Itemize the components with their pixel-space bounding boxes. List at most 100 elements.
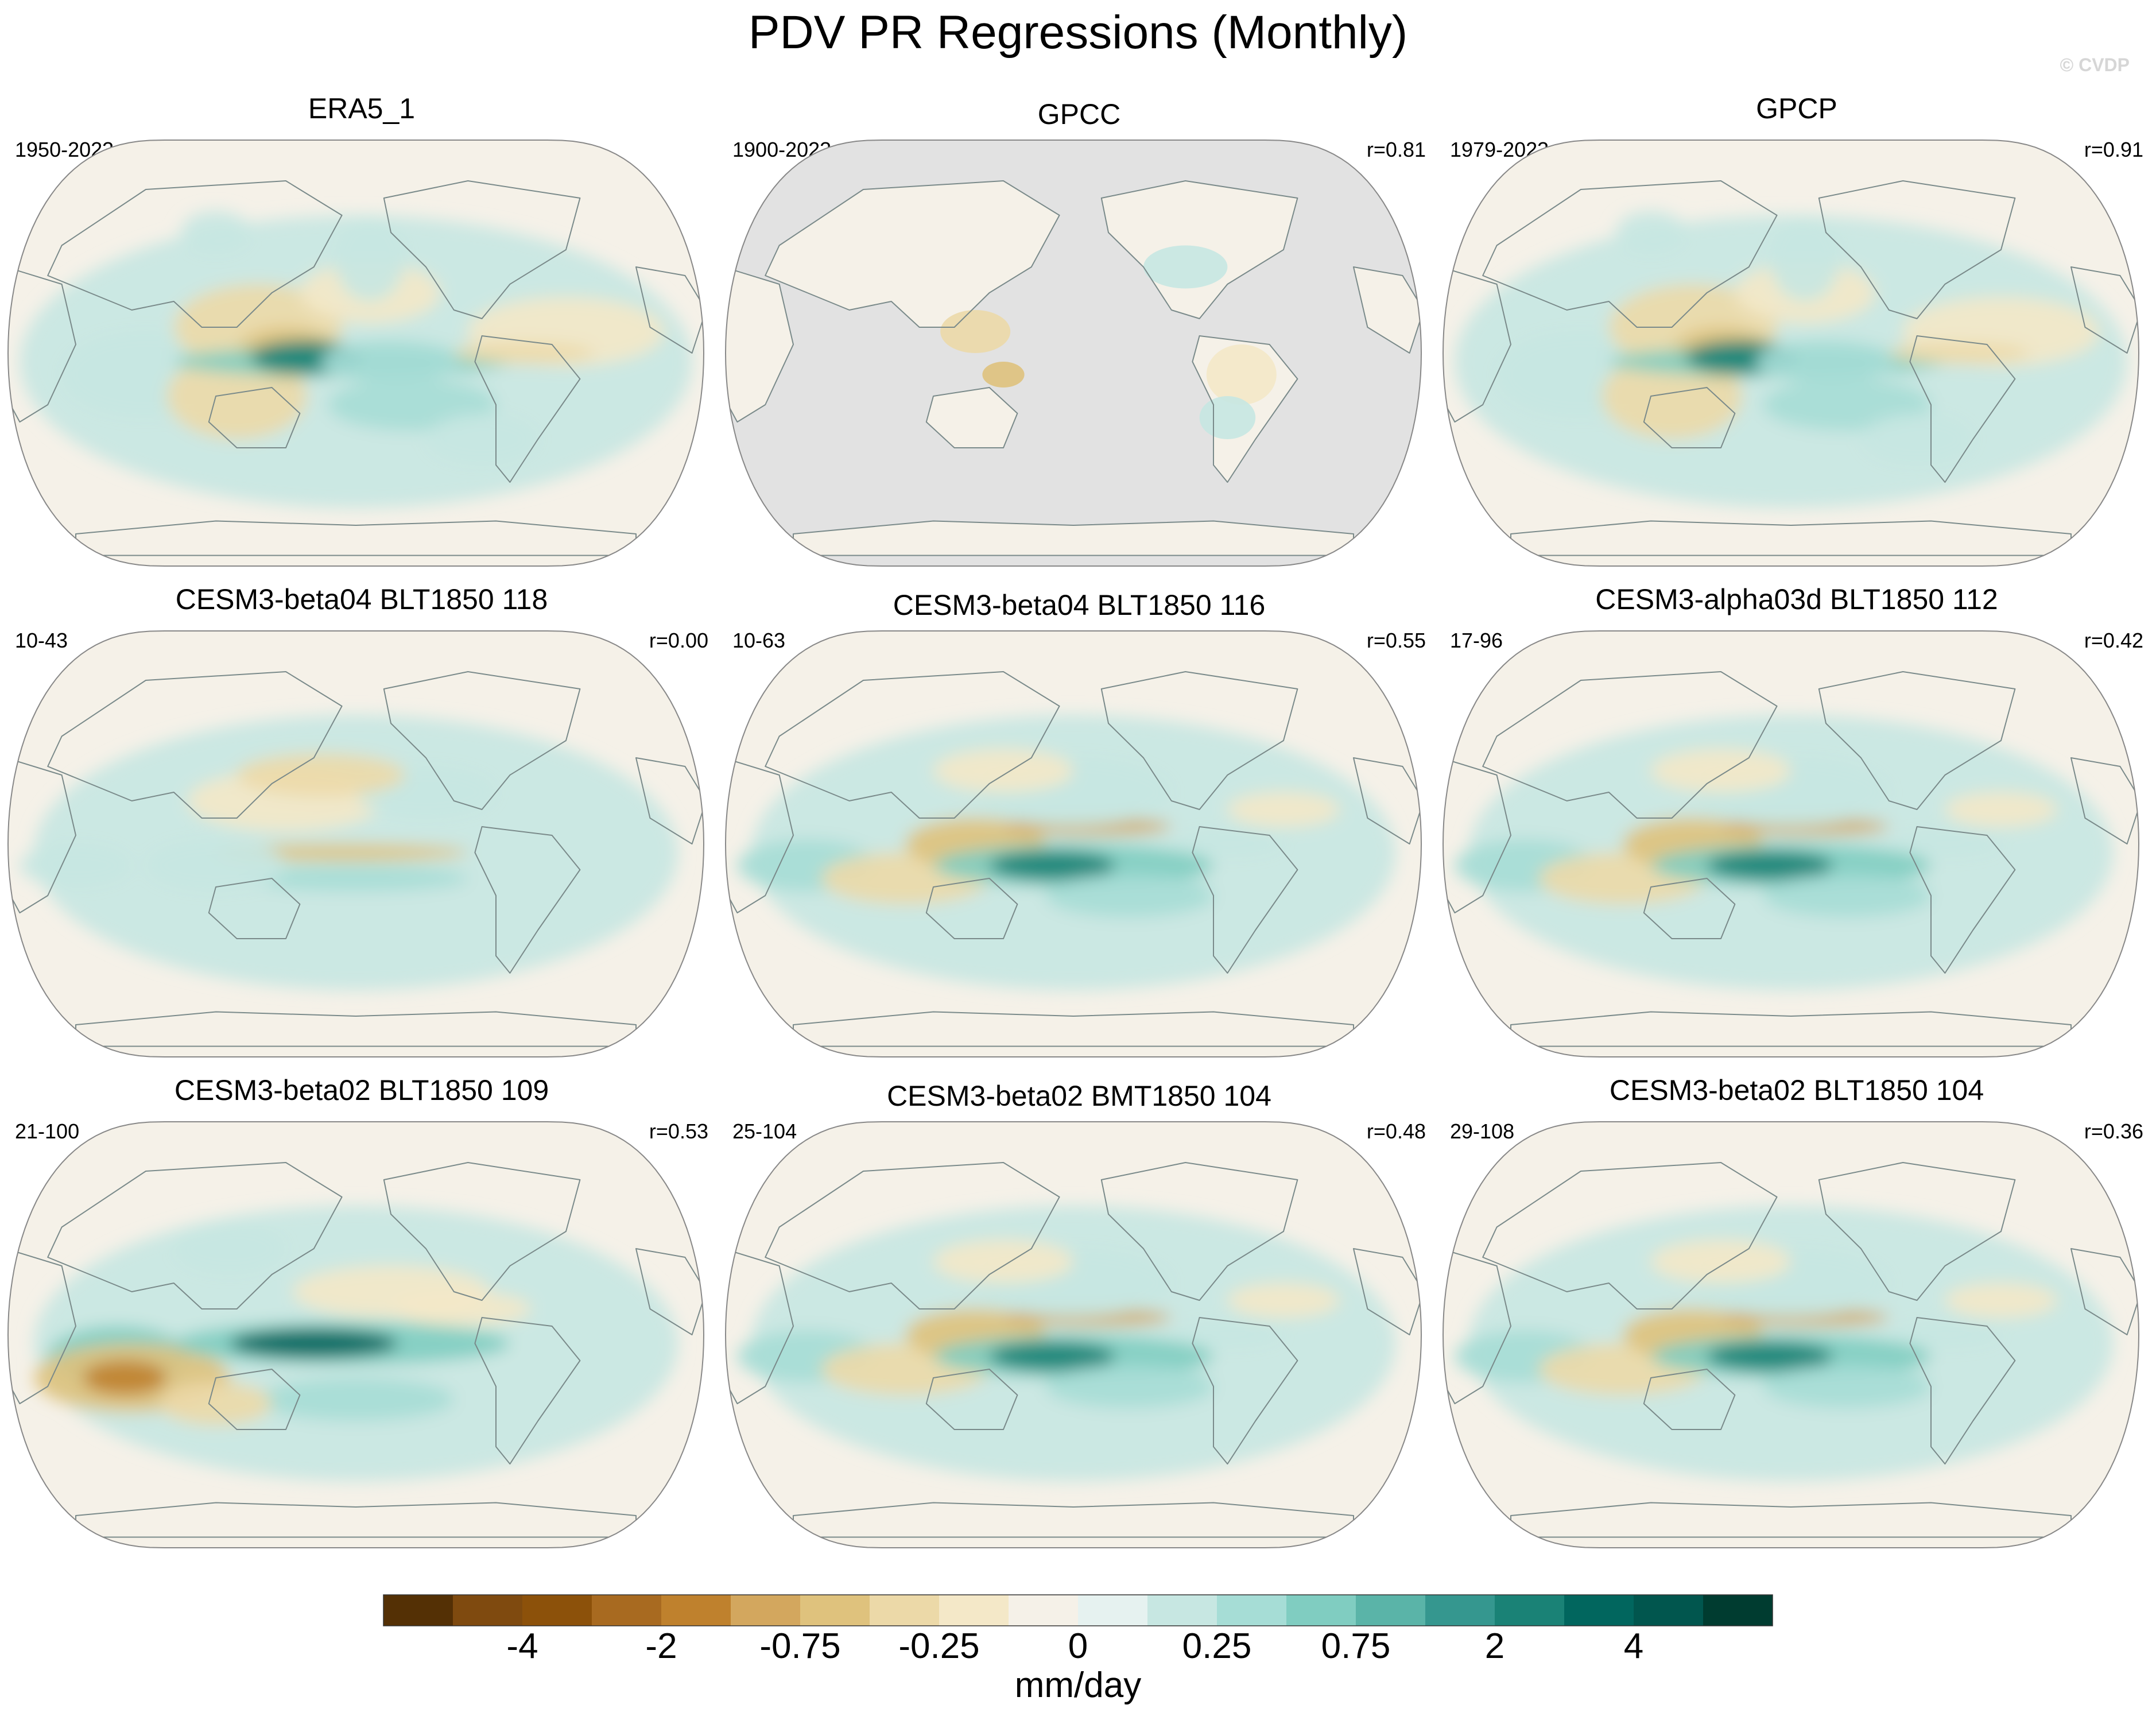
coastline	[474, 335, 581, 483]
anomaly-region	[982, 362, 1025, 388]
coastline	[2070, 266, 2139, 354]
map-outline	[724, 140, 1422, 567]
map-svg	[724, 1121, 1422, 1548]
coastline	[1818, 180, 2016, 319]
coastline	[765, 180, 1060, 328]
map-outline	[1442, 140, 2140, 567]
panel-correlation: r=0.36	[2084, 1119, 2143, 1143]
map-outline	[1442, 630, 2140, 1057]
anomaly-region	[1889, 831, 2001, 857]
colorbar-tick-label: 2	[1484, 1626, 1505, 1666]
colorbar-tick-label: -0.25	[898, 1626, 980, 1666]
colorbar-swatch	[1425, 1595, 1495, 1626]
coastline	[474, 826, 581, 974]
colorbar-swatch	[1634, 1595, 1704, 1626]
anomaly-region	[181, 211, 251, 254]
anomaly-region	[1143, 245, 1228, 289]
map-outline	[7, 1121, 705, 1548]
anomaly-region	[1199, 396, 1256, 439]
coastline	[1909, 335, 2016, 483]
coastline	[726, 266, 794, 423]
colorbar-swatch	[1078, 1595, 1148, 1626]
map-panel: CESM3-beta04 BLT1850 116 10-63 r=0.55	[723, 588, 1435, 1059]
colorbar-swatch	[453, 1595, 523, 1626]
anomaly-region	[1763, 1365, 1931, 1408]
anomaly-region	[1945, 792, 2057, 827]
coastline	[1510, 1011, 2072, 1047]
panel-correlation: r=0.00	[649, 629, 708, 652]
anomaly-region	[933, 1240, 1073, 1283]
coastline	[1100, 1162, 1298, 1301]
panel-correlation: r=0.55	[1366, 629, 1426, 652]
panel-years: 10-63	[732, 629, 786, 652]
anomaly-region	[1616, 211, 1686, 254]
coastline	[383, 180, 581, 319]
anomaly-region	[1171, 831, 1283, 857]
colorbar-swatch	[661, 1595, 731, 1626]
anomaly-region	[321, 340, 461, 383]
anomaly-region	[1171, 1322, 1283, 1348]
coastline	[208, 387, 301, 448]
map-background	[726, 140, 1421, 566]
map-panel: CESM3-beta02 BLT1850 104 29-108 r=0.36	[1441, 1074, 2153, 1550]
coastline	[1909, 826, 2016, 974]
map-outline	[724, 630, 1422, 1057]
panel-title: CESM3-beta02 BLT1850 109	[174, 1074, 549, 1106]
coastline	[793, 520, 1354, 556]
coastline	[1643, 878, 1736, 939]
colorbar-swatch	[383, 1595, 453, 1626]
map-svg	[724, 140, 1422, 567]
coastline	[8, 266, 76, 423]
colorbar-swatch	[939, 1595, 1009, 1626]
map-outline	[7, 140, 705, 567]
coastline	[726, 1248, 794, 1404]
panel-title: GPCC	[1037, 98, 1121, 130]
anomaly-region	[1651, 1240, 1791, 1283]
coastline	[1482, 671, 1778, 819]
coastline	[1443, 1248, 1511, 1404]
anomaly-region	[258, 1378, 454, 1421]
anomaly-region	[989, 850, 1116, 881]
coastline	[383, 1162, 581, 1301]
coastline	[793, 1011, 1354, 1047]
colorbar-tick-label: 4	[1623, 1626, 1644, 1666]
figure-title: PDV PR Regressions (Monthly)	[748, 6, 1408, 59]
coastline	[635, 266, 704, 354]
anomaly-region	[1227, 792, 1340, 827]
colorbar-tick-label: 0	[1068, 1626, 1088, 1666]
anomaly-region	[1756, 340, 1896, 383]
panel-title: ERA5_1	[308, 92, 416, 125]
coastline	[47, 180, 343, 328]
colorbar-swatch	[1564, 1595, 1634, 1626]
colorbar-frame	[383, 1594, 1773, 1626]
map-svg	[1442, 140, 2140, 567]
land-area	[765, 181, 1060, 327]
coastline	[1643, 1369, 1736, 1430]
coastline	[1443, 757, 1511, 913]
colorbar-swatch	[592, 1595, 662, 1626]
map-svg	[7, 1121, 705, 1548]
panel-years: 25-104	[732, 1119, 797, 1143]
watermark: © CVDP	[2060, 55, 2130, 75]
coastline	[1818, 1162, 2016, 1301]
coastline	[75, 520, 637, 556]
anomaly-region	[1770, 215, 1840, 301]
anomaly-region	[1763, 874, 1931, 917]
colorbar-swatch	[731, 1595, 801, 1626]
anomaly-region	[146, 839, 286, 892]
anomaly-region	[1707, 1341, 1833, 1372]
anomaly-region	[230, 1328, 398, 1359]
map-panel: GPCP 1979-2023 r=0.91	[1441, 92, 2153, 568]
anomaly-region	[236, 753, 405, 797]
land-area	[926, 388, 1018, 448]
coastline	[765, 671, 1060, 819]
coastline	[75, 1502, 637, 1538]
panel-years: 10-43	[15, 629, 68, 652]
colorbar-tick-label: 0.25	[1182, 1626, 1252, 1666]
panel-title: GPCP	[1756, 92, 1837, 125]
colorbar-swatch	[1009, 1595, 1079, 1626]
anomaly-region	[1889, 342, 2029, 364]
coastline	[47, 1162, 343, 1310]
anomaly-region	[1045, 874, 1213, 917]
panel-title: CESM3-alpha03d BLT1850 112	[1595, 583, 1998, 615]
